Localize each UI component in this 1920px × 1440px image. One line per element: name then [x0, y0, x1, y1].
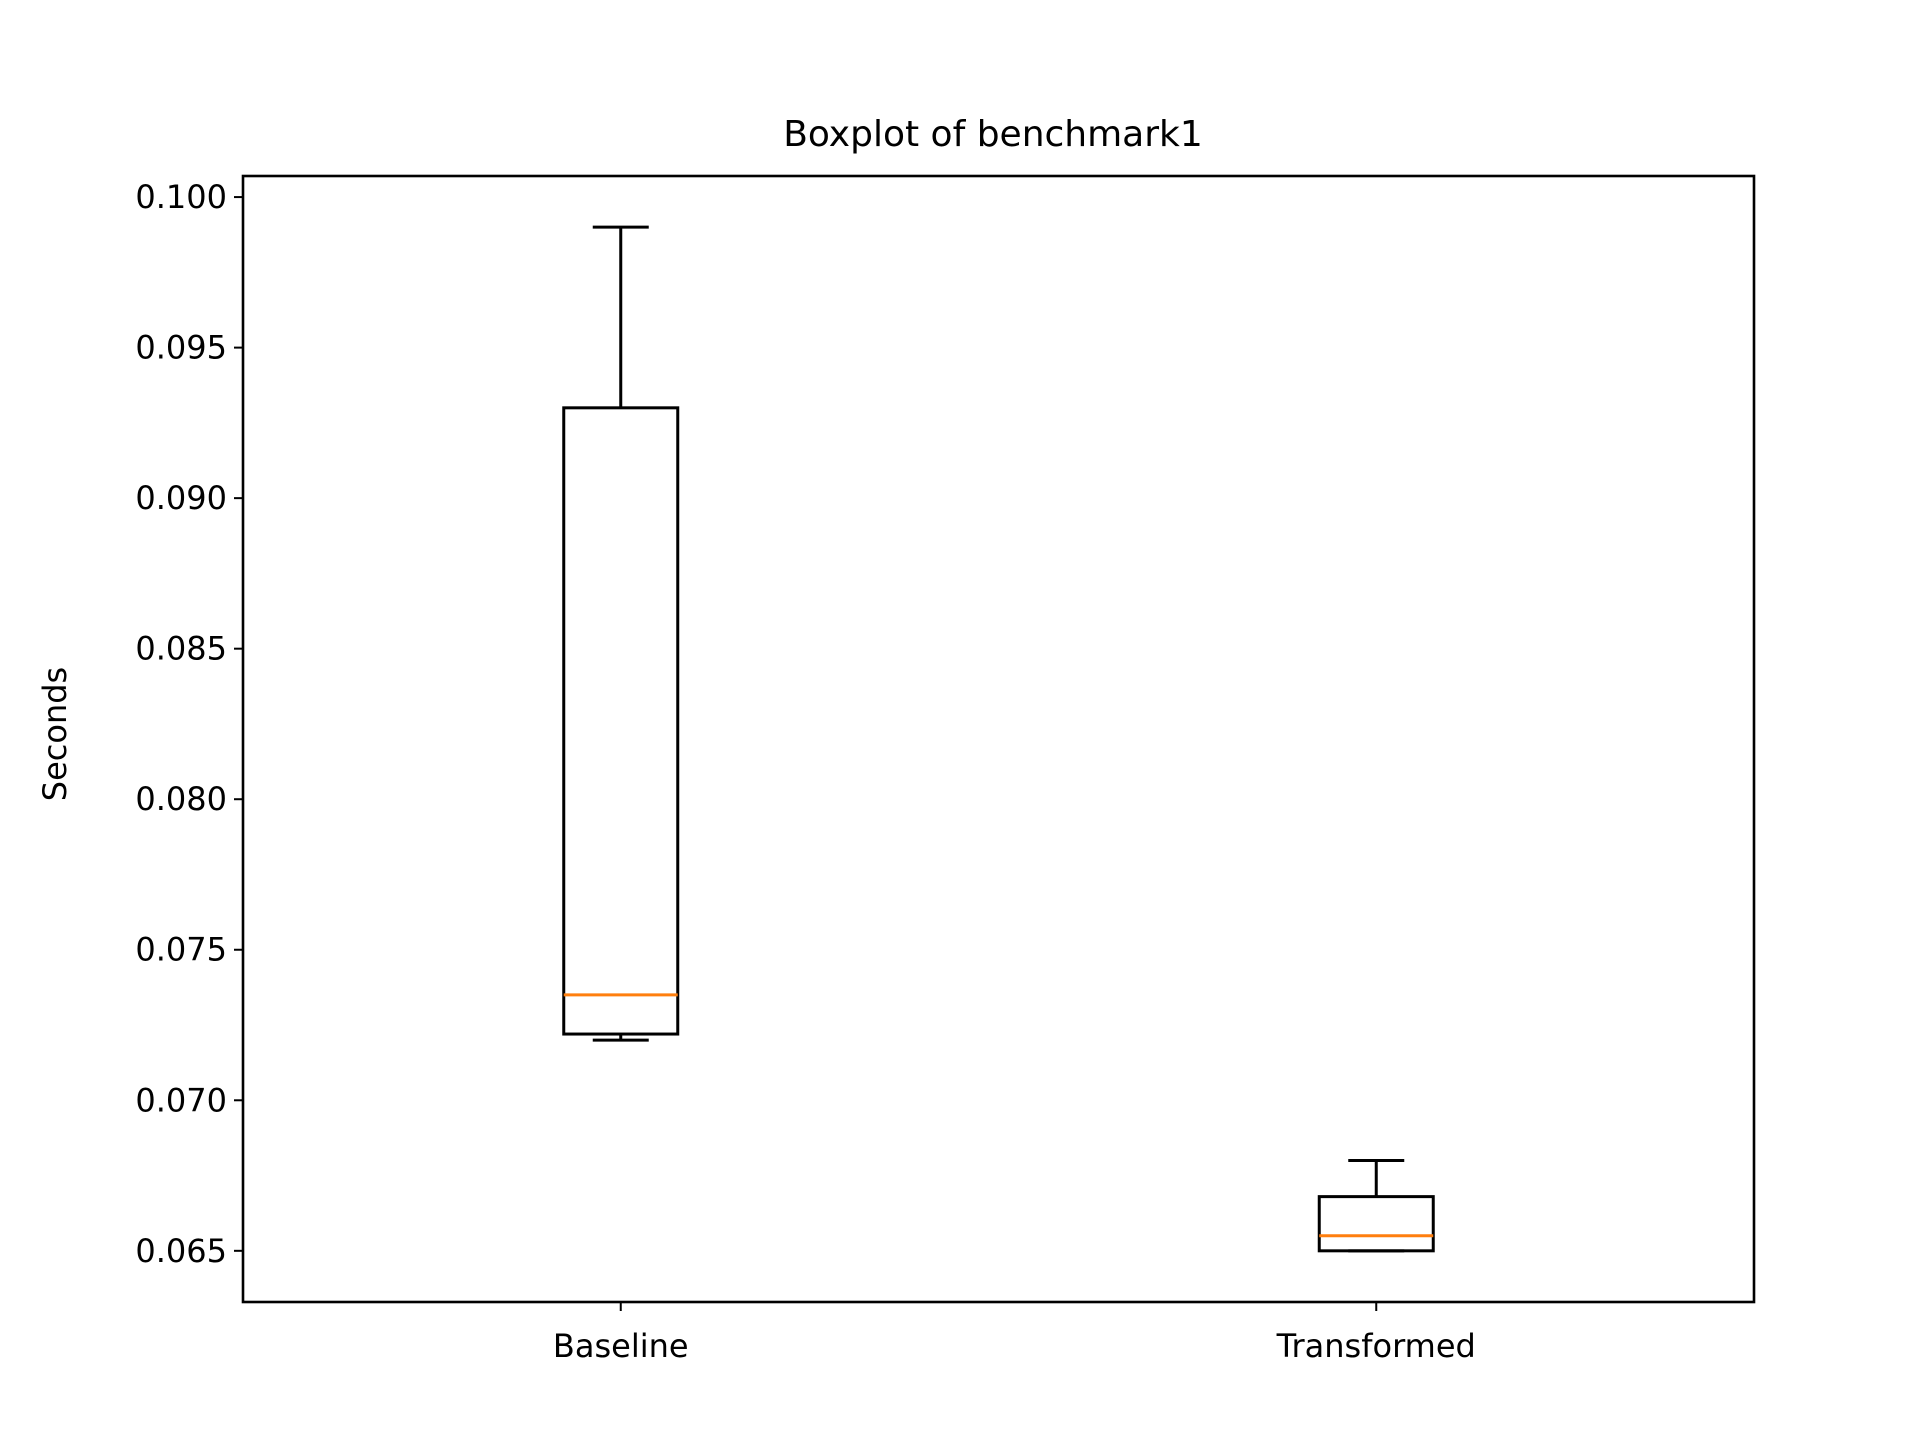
x-tick-label: Transformed	[1276, 1327, 1476, 1365]
interquartile-box	[562, 406, 680, 1036]
y-tick-label: 0.095	[135, 329, 227, 367]
box-transformed	[1317, 1158, 1435, 1253]
y-tick-label: 0.070	[135, 1081, 227, 1119]
interquartile-box	[1317, 1195, 1435, 1253]
y-tick-label: 0.065	[135, 1232, 227, 1270]
y-axis-label: Seconds	[36, 667, 74, 801]
y-tick-label: 0.080	[135, 780, 227, 818]
box-series	[562, 225, 1435, 1253]
y-axis-ticks: 0.065 0.070 0.075 0.080 0.085 0.090 0.095 0.100	[135, 178, 243, 1270]
y-tick-label: 0.075	[135, 931, 227, 969]
x-tick-label: Baseline	[553, 1327, 689, 1365]
y-tick-label: 0.090	[135, 479, 227, 517]
x-axis-ticks: Baseline Transformed	[553, 1302, 1476, 1365]
y-tick-label: 0.085	[135, 630, 227, 668]
chart-title: Boxplot of benchmark1	[783, 114, 1203, 155]
box-baseline	[562, 225, 680, 1042]
plot-area-frame	[241, 174, 1756, 1304]
y-tick-label: 0.100	[135, 178, 227, 216]
